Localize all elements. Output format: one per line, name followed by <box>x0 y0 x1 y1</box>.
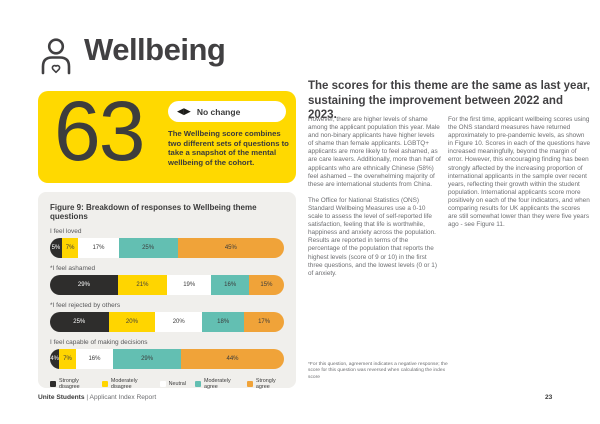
bar-segment: 15% <box>248 275 284 295</box>
footnote: *For this question, agreement indicates … <box>308 362 448 380</box>
bar-category-label: *I feel ashamed <box>50 265 96 272</box>
legend-label: Moderately disagree <box>110 378 138 390</box>
bar-segment: 25% <box>118 238 178 258</box>
bar-category-label: I feel capable of making decisions <box>50 339 148 346</box>
bar-segment: 17% <box>78 238 119 258</box>
bar-segment: 29% <box>113 349 182 369</box>
bar-category-label: *I feel rejected by others <box>50 302 121 309</box>
chart-rows: I feel loved 5% 7% 17% 25% 45% *I feel ashamed… <box>50 228 284 369</box>
bar-category-label: I feel loved <box>50 228 82 235</box>
bar-segment: 20% <box>108 312 156 332</box>
wellbeing-score: 63 <box>54 84 145 178</box>
legend-item: Strongly agree <box>246 378 284 390</box>
legend-swatch-icon <box>246 381 253 387</box>
score-description: The Wellbeing score combines two differe… <box>168 129 289 168</box>
score-change-badge: ◀▶ No change <box>168 101 286 122</box>
chart-row: *I feel rejected by others 25% 20% 20% 18% 17… <box>50 302 284 332</box>
chart-legend: Strongly disagree Moderately disagree Neut… <box>50 378 284 390</box>
wellbeing-score-card: 63 ◀▶ No change The Wellbeing score comb… <box>38 84 296 183</box>
page-title: Wellbeing <box>84 32 226 67</box>
bar-segment: 19% <box>167 275 212 295</box>
bar-segment: 7% <box>61 238 79 258</box>
legend-item: Moderately agree <box>195 378 238 390</box>
footer-brand: Unite Students <box>38 394 85 401</box>
no-change-arrows-icon: ◀▶ <box>177 106 191 116</box>
body-column-2: For the first time, applicant wellbeing … <box>448 116 591 237</box>
legend-item: Moderately disagree <box>101 378 151 390</box>
stacked-bar: 25% 20% 20% 18% 17% <box>50 312 284 332</box>
legend-label: Moderately agree <box>204 378 231 390</box>
bar-segment: 25% <box>50 312 109 332</box>
bar-segment: 16% <box>211 275 249 295</box>
bar-segment: 4% <box>50 349 60 369</box>
bar-segment: 29% <box>50 275 118 295</box>
chart-row: I feel loved 5% 7% 17% 25% 45% <box>50 228 284 258</box>
legend-swatch-icon <box>101 381 108 387</box>
stacked-bar: 5% 7% 17% 25% 45% <box>50 238 284 258</box>
bar-segment: 16% <box>75 349 114 369</box>
stacked-bar: 29% 21% 19% 16% 15% <box>50 275 284 295</box>
legend-item: Neutral <box>159 381 186 387</box>
body-paragraph: However, there are higher levels of sham… <box>308 116 441 188</box>
score-change-label: No change <box>196 106 241 117</box>
bar-segment: 21% <box>117 275 167 295</box>
legend-label: Strongly disagree <box>59 378 80 390</box>
legend-swatch-icon <box>50 381 56 387</box>
legend-label: Strongly agree <box>255 378 276 390</box>
theme-headline: The scores for this theme are the same a… <box>308 80 590 121</box>
person-wellbeing-icon <box>41 38 71 75</box>
bar-segment: 44% <box>181 349 284 369</box>
footer: Unite Students | Applicant Index Report <box>38 394 156 401</box>
footer-separator: | <box>84 394 90 401</box>
bar-segment: 45% <box>177 238 284 258</box>
chart-row: I feel capable of making decisions 4% 7% 16… <box>50 339 284 369</box>
bar-segment: 20% <box>155 312 203 332</box>
legend-item: Strongly disagree <box>50 378 93 390</box>
bar-segment: 18% <box>202 312 245 332</box>
figure-9-title: Figure 9: Breakdown of responses to Well… <box>50 203 257 221</box>
body-column-1: However, there are higher levels of sham… <box>308 116 441 286</box>
footer-report-title: Applicant Index Report <box>89 394 157 401</box>
legend-swatch-icon <box>195 381 201 387</box>
figure-9-panel: Figure 9: Breakdown of responses to Well… <box>38 192 296 390</box>
chart-row: *I feel ashamed 29% 21% 19% 16% 15% <box>50 265 284 295</box>
stacked-bar: 4% 7% 16% 29% 44% <box>50 349 284 369</box>
body-paragraph: The Office for National Statistics (ONS)… <box>308 196 437 277</box>
bar-segment: 5% <box>50 238 62 258</box>
bar-segment: 7% <box>59 349 76 369</box>
page-number: 23 <box>545 394 553 401</box>
bar-segment: 17% <box>244 312 284 332</box>
legend-label: Neutral <box>168 381 186 387</box>
body-paragraph: For the first time, applicant wellbeing … <box>448 116 591 229</box>
legend-swatch-icon <box>159 381 166 387</box>
